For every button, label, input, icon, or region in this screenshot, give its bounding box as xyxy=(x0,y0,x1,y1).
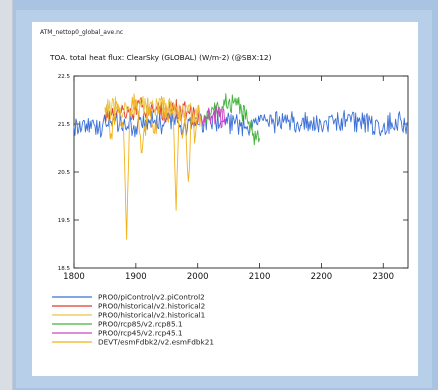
x-tick-label: 1900 xyxy=(125,272,147,282)
legend-entry: DEVT/esmFdbk2/v2.esmFdbk21 xyxy=(98,338,214,347)
file-name-label: ATM_nettop0_global_ave.nc xyxy=(40,29,124,36)
y-tick-label: 20.5 xyxy=(58,170,71,176)
x-tick-label: 2100 xyxy=(249,272,271,282)
left-sidebar-strip xyxy=(0,0,13,390)
y-tick-label: 21.5 xyxy=(58,122,71,128)
legend-entry: PRO0/rcp45/v2.rcp45.1 xyxy=(98,329,183,338)
x-tick-label: 2000 xyxy=(187,272,209,282)
chart-svg: 1800 1900 2000 2100 2200 2300 18.5 19.5 20.5 21.5… xyxy=(52,74,409,347)
legend-entry: PRO0/historical/v2.historical1 xyxy=(98,311,205,320)
x-tick-label: 2200 xyxy=(311,272,333,282)
series-line xyxy=(200,105,226,129)
y-tick-label: 18.5 xyxy=(58,266,71,272)
y-tick-label: 19.5 xyxy=(58,218,71,224)
series-line xyxy=(200,93,261,146)
legend-entry: PRO0/piControl/v2.piControl2 xyxy=(98,293,205,302)
legend-entry: PRO0/historical/v2.historical2 xyxy=(98,302,205,311)
x-tick-label: 2300 xyxy=(372,272,394,282)
series-line xyxy=(104,93,202,240)
y-tick-label: 22.5 xyxy=(58,74,71,80)
chart-panel: ATM_nettop0_global_ave.nc TOA. total hea… xyxy=(32,22,418,376)
legend-entry: PRO0/rcp85/v2.rcp85.1 xyxy=(98,320,183,329)
chart-title: TOA. total heat flux: ClearSky (GLOBAL) … xyxy=(50,53,272,62)
x-tick-label: 1800 xyxy=(63,272,85,282)
